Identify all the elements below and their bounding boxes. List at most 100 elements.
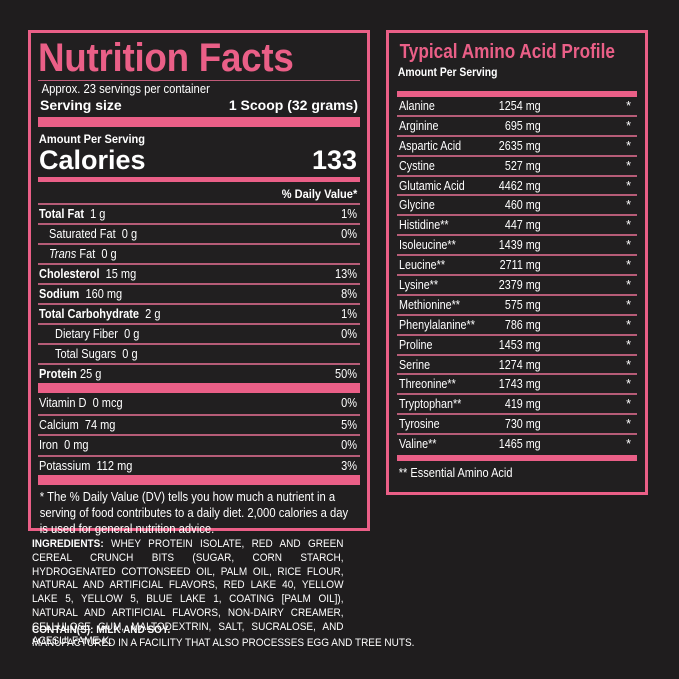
vitamin-amount: 112 mg	[96, 458, 133, 473]
amino-amount: 1254 mg	[499, 99, 541, 113]
amino-name: Arginine	[399, 118, 439, 133]
amino-dv: *	[626, 297, 631, 312]
nutrient-dv: 50%	[334, 367, 357, 381]
amino-row-tyrosine: Tyrosine 730 mg *	[397, 415, 637, 436]
nutrient-name: Total Carbohydrate	[39, 307, 140, 321]
vitamin-amount: 0 mcg	[92, 396, 123, 411]
amino-dv: *	[626, 397, 631, 412]
nutrient-name: Trans	[49, 247, 77, 261]
nutrient-row-saturated-fat: Saturated Fat 0 g 0%	[38, 223, 360, 243]
amino-dv: *	[626, 238, 631, 253]
calories-label: Calories	[39, 145, 146, 175]
amino-amount: 786 mg	[505, 317, 541, 332]
amino-row-isoleucine: Isoleucine** 1439 mg *	[397, 236, 637, 257]
ingredients-text: WHEY PROTEIN ISOLATE, RED AND GREEN CERE…	[32, 538, 344, 647]
amino-row-methionine: Methionine** 575 mg *	[397, 296, 637, 316]
amino-dv: *	[626, 417, 631, 432]
vitamin-dv: 5%	[341, 417, 357, 432]
amino-amount: 419 mg	[505, 397, 541, 412]
amino-amount: 460 mg	[505, 198, 541, 213]
amino-row-glycine: Glycine 460 mg *	[397, 196, 637, 217]
amino-name: Tyrosine	[399, 417, 440, 432]
amino-name: Tryptophan**	[399, 397, 462, 412]
amino-dv: *	[626, 337, 631, 352]
nutrient-name: Cholesterol	[39, 267, 100, 281]
amino-acid-profile-panel: Typical Amino Acid Profile Amount Per Se…	[386, 30, 648, 495]
amino-dv: *	[626, 99, 631, 113]
nutrition-facts-title: Nutrition Facts	[38, 36, 294, 80]
amino-name: Phenylalanine**	[399, 317, 475, 332]
nutrient-name: Protein	[39, 367, 77, 381]
amino-name: Leucine**	[399, 258, 446, 273]
amino-row-phenylalanine: Phenylalanine** 786 mg *	[397, 316, 637, 336]
divider-thick	[397, 91, 637, 97]
nutrient-name: Saturated Fat	[49, 227, 116, 241]
contains-statement: CONTAIN(S): MILK AND SOY.	[32, 624, 171, 636]
amino-row-arginine: Arginine 695 mg *	[397, 117, 637, 137]
amino-row-leucine: Leucine** 2711 mg *	[397, 256, 637, 277]
amino-row-alanine: Alanine 1254 mg *	[397, 97, 637, 117]
nutrient-row-protein: Protein 25 g 50%	[38, 363, 360, 383]
amino-name: Glycine	[399, 198, 435, 213]
nutrient-dv: 1%	[341, 207, 357, 221]
vitamin-row-calcium: Calcium 74 mg 5%	[38, 413, 360, 435]
nutrient-name-suffix: Fat	[79, 247, 96, 261]
amino-dv: *	[626, 278, 631, 293]
amino-dv: *	[626, 317, 631, 332]
amino-row-valine: Valine** 1465 mg *	[397, 435, 637, 455]
nutrient-row-sodium: Sodium 160 mg 8%	[38, 283, 360, 303]
nutrient-amount: 160 mg	[85, 287, 123, 301]
nutrient-name: Dietary Fiber	[55, 327, 118, 341]
vitamin-row-potassium: Potassium 112 mg 3%	[38, 454, 360, 476]
serving-size-value: 1 Scoop (32 grams)	[228, 97, 358, 113]
serving-size-row: Serving size 1 Scoop (32 grams)	[38, 97, 360, 117]
amino-row-cystine: Cystine 527 mg *	[397, 157, 637, 177]
divider-thick	[38, 475, 360, 485]
nutrient-row-trans-fat: Trans Fat 0 g	[38, 243, 360, 263]
amino-row-tryptophan: Tryptophan** 419 mg *	[397, 395, 637, 416]
nutrient-name: Total Sugars	[55, 347, 117, 361]
amino-name: Aspartic Acid	[399, 138, 462, 153]
amino-row-threonine: Threonine** 1743 mg *	[397, 375, 637, 396]
amino-dv: *	[626, 178, 631, 193]
amino-row-serine: Serine 1274 mg *	[397, 356, 637, 376]
amino-amount: 527 mg	[505, 158, 541, 173]
amino-dv: *	[626, 218, 631, 233]
nutrient-amount: 0 g	[124, 327, 140, 341]
amino-name: Lysine**	[399, 278, 439, 293]
amino-name: Isoleucine**	[399, 238, 456, 253]
amino-amount: 575 mg	[505, 297, 541, 312]
amino-dv: *	[626, 138, 631, 153]
nutrient-row-dietary-fiber: Dietary Fiber 0 g 0%	[38, 323, 360, 343]
amino-amount: 2711 mg	[499, 258, 541, 273]
amino-name: Glutamic Acid	[399, 178, 465, 193]
nutrient-amount: 25 g	[79, 367, 102, 381]
nutrient-name: Sodium	[39, 287, 80, 301]
nutrient-amount: 15 mg	[105, 267, 137, 281]
nutrient-row-cholesterol: Cholesterol 15 mg 13%	[38, 263, 360, 283]
vitamin-amount: 0 mg	[64, 438, 89, 453]
servings-per-container: Approx. 23 servings per container	[41, 82, 210, 96]
nutrition-facts-panel: Nutrition Facts Approx. 23 servings per …	[28, 30, 370, 536]
nutrient-row-total-fat: Total Fat 1 g 1%	[38, 203, 360, 223]
essential-amino-footnote: ** Essential Amino Acid	[398, 466, 513, 481]
amino-name: Cystine	[399, 158, 435, 173]
vitamin-amount: 74 mg	[84, 417, 116, 432]
amino-amount: 695 mg	[505, 118, 541, 133]
amino-name: Serine	[399, 357, 431, 372]
amino-row-histidine: Histidine** 447 mg *	[397, 216, 637, 237]
nutrient-amount: 1 g	[90, 207, 106, 221]
amino-amount: 1743 mg	[499, 377, 541, 392]
allergen-block: CONTAIN(S): MILK AND SOY. MANUFACTURED I…	[32, 624, 414, 650]
amino-row-lysine: Lysine** 2379 mg *	[397, 276, 637, 296]
amino-amount: 1465 mg	[499, 437, 541, 452]
amino-name: Methionine**	[399, 297, 460, 312]
vitamin-dv: 0%	[341, 438, 357, 453]
amino-dv: *	[626, 198, 631, 213]
vitamin-row-vitamin-d: Vitamin D 0 mcg 0%	[38, 393, 360, 414]
amino-profile-title: Typical Amino Acid Profile	[399, 41, 615, 63]
nutrient-name: Total Fat	[39, 207, 85, 221]
amino-amount: 1439 mg	[499, 238, 541, 253]
amino-name: Valine**	[399, 437, 437, 452]
daily-value-footnote: * The % Daily Value (DV) tells you how m…	[39, 490, 349, 536]
